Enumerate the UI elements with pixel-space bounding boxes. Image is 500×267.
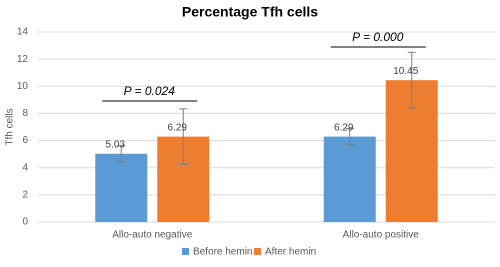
- y-axis-label: Tfh cells: [5, 108, 16, 145]
- y-tick-label: 4: [22, 162, 28, 173]
- value-label: 6.29: [334, 122, 354, 133]
- error-bar: [345, 127, 354, 146]
- value-label: 5.03: [106, 139, 126, 150]
- error-bar: [179, 108, 188, 165]
- y-tick-label: 10: [17, 81, 29, 92]
- y-tick-label: 12: [17, 54, 29, 65]
- annotation: P = 0.024: [124, 84, 176, 98]
- y-tick-label: 0: [22, 217, 28, 228]
- value-label: 6.29: [168, 122, 188, 133]
- y-tick-label: 2: [22, 189, 28, 200]
- legend-label: After hemin: [265, 247, 316, 258]
- legend-swatch: [182, 248, 189, 255]
- error-bar: [117, 145, 126, 163]
- chart-title: Percentage Tfh cells: [182, 4, 318, 20]
- legend-label: Before hemin: [193, 247, 252, 258]
- bar: [323, 136, 376, 222]
- annotation: P = 0.000: [352, 30, 404, 44]
- x-tick-label: Allo-auto positive: [343, 230, 420, 241]
- legend-swatch: [254, 248, 261, 255]
- bar: [95, 153, 148, 222]
- value-label: 10.45: [393, 66, 418, 77]
- y-tick-label: 14: [17, 27, 29, 38]
- y-tick-label: 6: [22, 135, 28, 146]
- y-tick-label: 8: [22, 108, 28, 119]
- x-tick-label: Allo-auto negative: [112, 230, 192, 241]
- error-bar: [407, 51, 416, 109]
